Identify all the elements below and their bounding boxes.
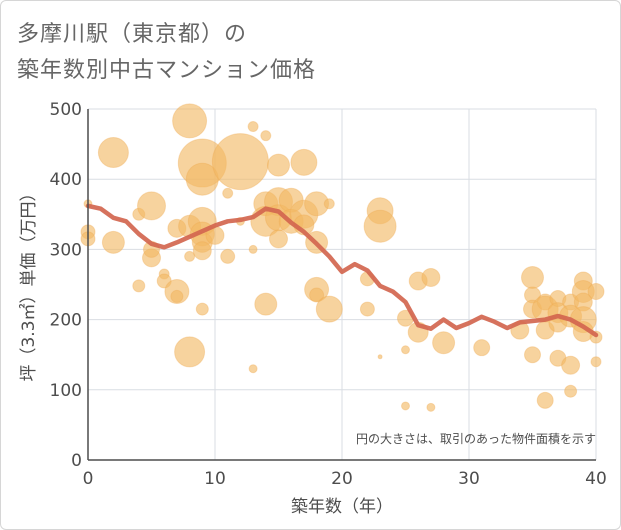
data-bubble — [170, 289, 184, 303]
y-axis-label: 坪（3.3㎡）単価（万円） — [19, 184, 39, 381]
data-bubble — [247, 121, 259, 133]
data-bubble — [426, 402, 436, 412]
data-bubble — [432, 331, 456, 355]
data-bubble — [97, 137, 129, 169]
data-bubble — [323, 198, 335, 210]
y-tick-label: 200 — [50, 311, 82, 331]
x-tick-label: 20 — [331, 469, 353, 489]
x-tick-label: 10 — [204, 469, 226, 489]
data-bubble — [269, 229, 288, 249]
y-tick-label: 300 — [50, 240, 82, 260]
y-tick-label: 100 — [50, 381, 82, 401]
data-bubble — [401, 401, 410, 411]
data-bubble — [536, 391, 554, 409]
y-tick-label: 0 — [71, 451, 82, 471]
y-tick-label: 400 — [50, 170, 82, 190]
data-bubble — [564, 384, 578, 398]
data-bubble — [222, 187, 234, 199]
data-bubble — [260, 130, 272, 142]
bubble-size-note: 円の大きさは、取引のあった物件面積を示す — [356, 431, 596, 446]
data-bubble — [290, 148, 318, 176]
data-bubble — [220, 248, 236, 264]
data-bubble — [174, 336, 206, 368]
chart-title-line2: 築年数別中古マンション価格 — [17, 58, 317, 83]
data-bubble — [137, 191, 166, 221]
x-axis-label: 築年数（年） — [291, 497, 393, 517]
data-bubble — [254, 292, 278, 316]
trend-line-layer — [85, 203, 599, 338]
x-tick-label: 0 — [83, 469, 94, 489]
data-bubble — [132, 279, 146, 293]
data-bubble — [172, 103, 208, 139]
data-bubble — [309, 287, 325, 303]
data-bubble — [363, 209, 397, 243]
data-bubble — [421, 267, 441, 287]
data-bubble — [185, 162, 219, 196]
data-bubble — [101, 230, 125, 254]
y-tick-label: 500 — [50, 100, 82, 120]
data-bubble — [561, 355, 581, 375]
data-bubble — [524, 346, 541, 364]
bubbles — [80, 103, 605, 412]
data-bubble — [521, 265, 544, 289]
data-bubble — [192, 241, 212, 261]
data-bubble — [195, 302, 209, 316]
data-bubble — [359, 301, 375, 317]
trend-line — [85, 203, 599, 338]
x-tick-label: 30 — [458, 469, 480, 489]
axes: 0 100 200 300 400 500 0 10 20 30 40 — [50, 100, 607, 489]
data-bubble — [587, 283, 605, 301]
data-bubble — [267, 153, 290, 177]
data-bubble — [248, 244, 258, 254]
data-bubble — [248, 364, 258, 374]
data-bubble — [184, 250, 196, 262]
x-tick-label: 40 — [585, 469, 607, 489]
data-bubble — [377, 354, 383, 360]
data-bubble — [211, 133, 269, 191]
data-bubble — [473, 339, 491, 357]
chart-title-line1: 多摩川駅（東京都）の — [17, 22, 248, 47]
data-bubble — [401, 345, 410, 355]
data-bubble — [590, 356, 602, 368]
data-bubble — [315, 295, 343, 323]
